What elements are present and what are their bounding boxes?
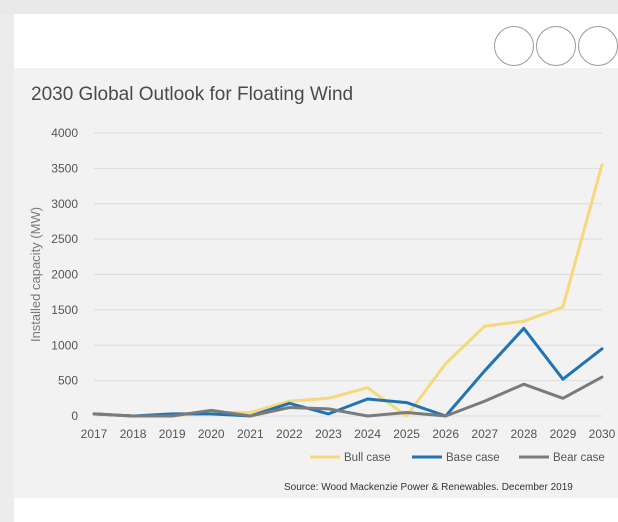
- legend-label: Base case: [446, 452, 500, 464]
- x-tick-label: 2018: [120, 427, 147, 441]
- x-tick-label: 2021: [237, 427, 264, 441]
- y-tick-label: 1000: [51, 338, 78, 352]
- x-tick-label: 2023: [315, 427, 342, 441]
- x-tick-label: 2022: [276, 427, 303, 441]
- series-line-bull-case: [92, 163, 604, 418]
- series-line-bear-case: [92, 375, 604, 418]
- x-axis-ticks: 2017 2018 2019 2020 2021 2022 2023 2024 2025 2026…: [81, 427, 616, 441]
- x-tick-label: 2020: [198, 427, 225, 441]
- source-note: Source: Wood Mackenzie Power & Renewable…: [284, 482, 573, 493]
- legend: Bull case Base case Bear case: [310, 452, 605, 464]
- x-tick-label: 2025: [393, 427, 420, 441]
- y-tick-label: 0: [71, 409, 78, 423]
- circle-control-3[interactable]: [578, 26, 618, 66]
- x-tick-label: 2019: [159, 427, 186, 441]
- circle-control-1[interactable]: [494, 26, 534, 66]
- x-tick-label: 2024: [354, 427, 381, 441]
- x-tick-label: 2026: [432, 427, 459, 441]
- series-line-base-case: [92, 326, 604, 418]
- legend-label: Bear case: [553, 452, 605, 464]
- y-tick-label: 1500: [51, 303, 78, 317]
- series-lines: [92, 163, 604, 418]
- y-axis-label: Installed capacity (MW): [28, 207, 43, 342]
- line-chart: 2030 Global Outlook for Floating Wind In…: [28, 84, 616, 493]
- top-bar: [0, 0, 618, 14]
- circle-control-2[interactable]: [536, 26, 576, 66]
- window-controls: [494, 26, 618, 70]
- grid-lines: [94, 132, 602, 417]
- y-tick-label: 3500: [51, 161, 78, 175]
- x-tick-label: 2028: [510, 427, 537, 441]
- x-tick-label: 2029: [550, 427, 577, 441]
- y-axis-ticks: 0 500 1000 1500 2000 2500 3000 3500 4000: [51, 126, 78, 423]
- x-tick-label: 2030: [589, 427, 616, 441]
- y-tick-label: 3000: [51, 197, 78, 211]
- chart-container: 2030 Global Outlook for Floating Wind In…: [14, 68, 618, 498]
- x-tick-label: 2027: [471, 427, 498, 441]
- y-tick-label: 2000: [51, 268, 78, 282]
- y-tick-label: 2500: [51, 232, 78, 246]
- y-tick-label: 500: [58, 374, 78, 388]
- legend-label: Bull case: [344, 452, 391, 464]
- y-tick-label: 4000: [51, 126, 78, 140]
- chart-title: 2030 Global Outlook for Floating Wind: [31, 84, 353, 105]
- x-tick-label: 2017: [81, 427, 108, 441]
